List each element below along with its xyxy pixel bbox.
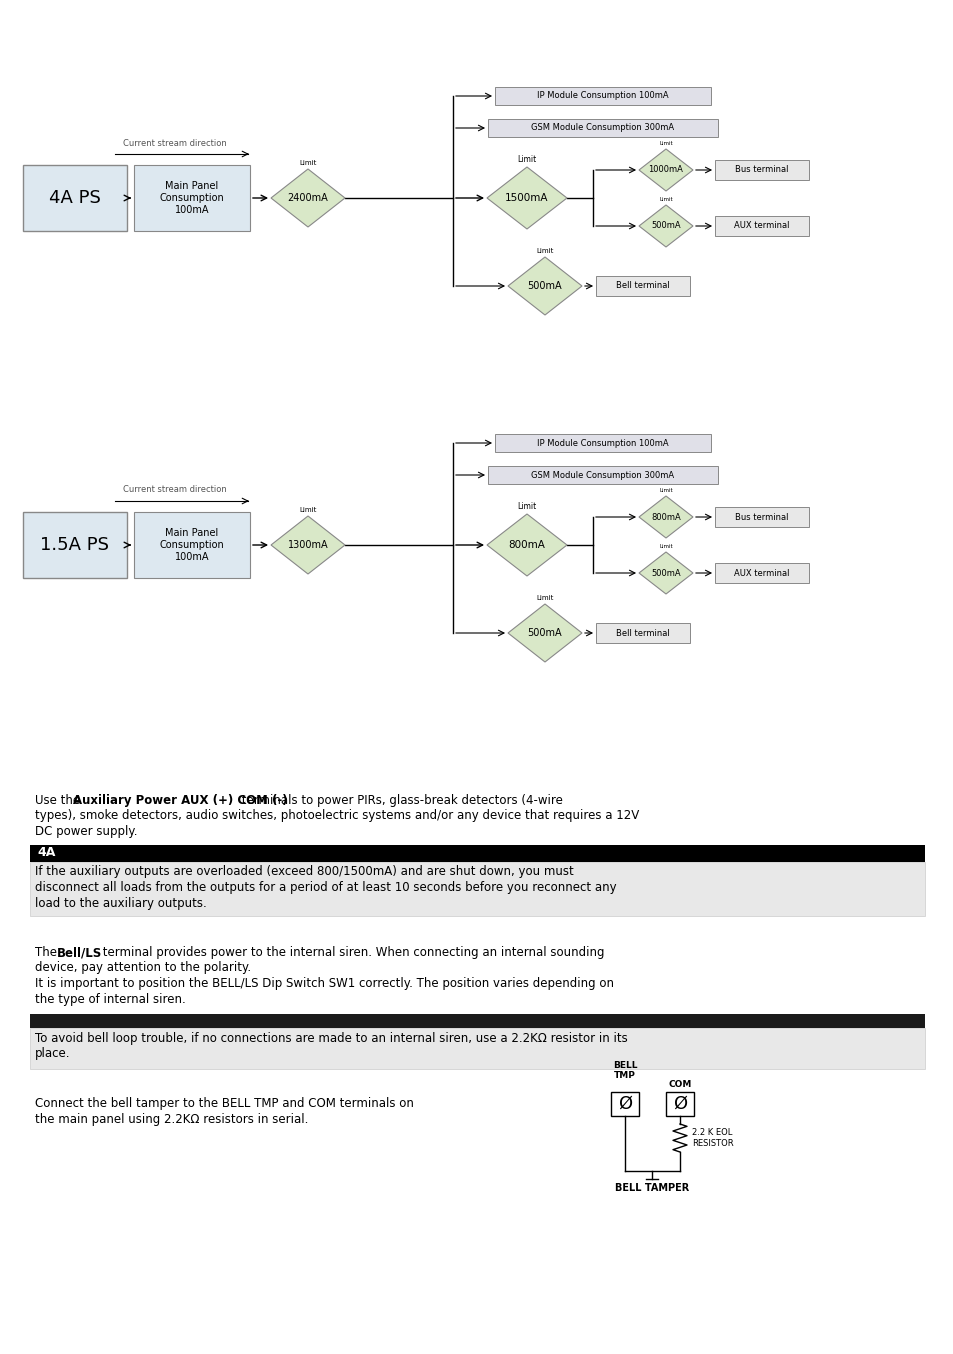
Text: Limit: Limit [299,506,316,513]
FancyBboxPatch shape [488,466,718,483]
Text: Bell terminal: Bell terminal [616,282,669,291]
Text: Bus terminal: Bus terminal [735,165,788,175]
Text: the type of internal siren.: the type of internal siren. [35,992,186,1006]
FancyBboxPatch shape [30,1014,924,1028]
Text: Limit: Limit [536,594,553,601]
Text: 1300mA: 1300mA [288,540,328,550]
FancyBboxPatch shape [714,217,808,236]
FancyBboxPatch shape [30,1028,924,1070]
FancyBboxPatch shape [495,87,710,106]
Text: COM: COM [668,1080,691,1089]
Text: disconnect all loads from the outputs for a period of at least 10 seconds before: disconnect all loads from the outputs fo… [35,881,616,894]
FancyBboxPatch shape [714,563,808,584]
Text: Auxiliary Power AUX (+) COM (-): Auxiliary Power AUX (+) COM (-) [73,793,287,807]
FancyBboxPatch shape [23,165,127,232]
Polygon shape [271,169,345,227]
FancyBboxPatch shape [488,119,718,137]
Text: Bus terminal: Bus terminal [735,513,788,521]
Text: AUX terminal: AUX terminal [734,569,789,578]
Text: To avoid bell loop trouble, if no connections are made to an internal siren, use: To avoid bell loop trouble, if no connec… [35,1032,627,1045]
Text: Connect the bell tamper to the BELL TMP and COM terminals on: Connect the bell tamper to the BELL TMP … [35,1097,414,1110]
Text: GSM Module Consumption 300mA: GSM Module Consumption 300mA [531,123,674,133]
Text: 500mA: 500mA [651,222,680,230]
Polygon shape [639,496,692,538]
Text: BELL
TMP: BELL TMP [612,1060,637,1080]
Text: Ø: Ø [618,1095,632,1113]
Text: terminal provides power to the internal siren. When connecting an internal sound: terminal provides power to the internal … [99,946,604,959]
FancyBboxPatch shape [133,165,250,232]
Text: Main Panel
Consumption
100mA: Main Panel Consumption 100mA [159,181,224,214]
Text: The: The [35,946,61,959]
FancyBboxPatch shape [665,1091,693,1116]
Text: place.: place. [35,1048,71,1060]
Text: 500mA: 500mA [527,628,561,638]
Text: Bell terminal: Bell terminal [616,628,669,638]
Text: Use the: Use the [35,793,84,807]
FancyBboxPatch shape [30,845,924,861]
Text: load to the auxiliary outputs.: load to the auxiliary outputs. [35,896,207,910]
Text: device, pay attention to the polarity.: device, pay attention to the polarity. [35,961,251,975]
Polygon shape [271,516,345,574]
Text: Limit: Limit [517,502,536,510]
Text: Limit: Limit [659,141,672,146]
Text: 4A PS: 4A PS [49,190,101,207]
Text: 4A: 4A [37,846,55,860]
FancyBboxPatch shape [495,435,710,452]
Text: 1.5A PS: 1.5A PS [40,536,110,554]
Text: 2.2 K EOL
RESISTOR: 2.2 K EOL RESISTOR [691,1128,733,1148]
Text: Limit: Limit [517,154,536,164]
FancyBboxPatch shape [133,512,250,578]
Text: Bell/LS: Bell/LS [57,946,102,959]
Polygon shape [507,257,581,315]
Text: If the auxiliary outputs are overloaded (exceed 800/1500mA) and are shut down, y: If the auxiliary outputs are overloaded … [35,865,573,879]
Text: IP Module Consumption 100mA: IP Module Consumption 100mA [537,92,668,100]
Text: 1000mA: 1000mA [648,165,682,175]
Text: Ø: Ø [672,1095,686,1113]
Text: Current stream direction: Current stream direction [123,138,227,148]
Text: Limit: Limit [659,196,672,202]
FancyBboxPatch shape [714,506,808,527]
Text: Limit: Limit [659,544,672,548]
Polygon shape [639,552,692,594]
FancyBboxPatch shape [596,623,689,643]
Text: Main Panel
Consumption
100mA: Main Panel Consumption 100mA [159,528,224,562]
FancyBboxPatch shape [596,276,689,297]
Text: 800mA: 800mA [651,513,680,521]
FancyBboxPatch shape [23,512,127,578]
Polygon shape [486,167,566,229]
Text: Limit: Limit [536,248,553,255]
Text: 1500mA: 1500mA [505,194,548,203]
Text: Limit: Limit [299,160,316,167]
Text: Current stream direction: Current stream direction [123,486,227,494]
Text: It is important to position the BELL/LS Dip Switch SW1 correctly. The position v: It is important to position the BELL/LS … [35,978,614,990]
Text: 500mA: 500mA [651,569,680,578]
Text: IP Module Consumption 100mA: IP Module Consumption 100mA [537,439,668,448]
Polygon shape [507,604,581,662]
Text: 800mA: 800mA [508,540,545,550]
Text: Limit: Limit [659,487,672,493]
Polygon shape [639,204,692,246]
Text: AUX terminal: AUX terminal [734,222,789,230]
Polygon shape [486,515,566,575]
Text: GSM Module Consumption 300mA: GSM Module Consumption 300mA [531,470,674,479]
Text: BELL TAMPER: BELL TAMPER [615,1183,689,1193]
FancyBboxPatch shape [610,1091,639,1116]
Polygon shape [639,149,692,191]
Text: types), smoke detectors, audio switches, photoelectric systems and/or any device: types), smoke detectors, audio switches,… [35,810,639,822]
Text: 500mA: 500mA [527,282,561,291]
Text: DC power supply.: DC power supply. [35,825,137,838]
Text: 2400mA: 2400mA [287,194,328,203]
FancyBboxPatch shape [714,160,808,180]
Text: terminals to power PIRs, glass-break detectors (4-wire: terminals to power PIRs, glass-break det… [237,793,562,807]
FancyBboxPatch shape [30,861,924,917]
Text: the main panel using 2.2KΩ resistors in serial.: the main panel using 2.2KΩ resistors in … [35,1113,308,1125]
